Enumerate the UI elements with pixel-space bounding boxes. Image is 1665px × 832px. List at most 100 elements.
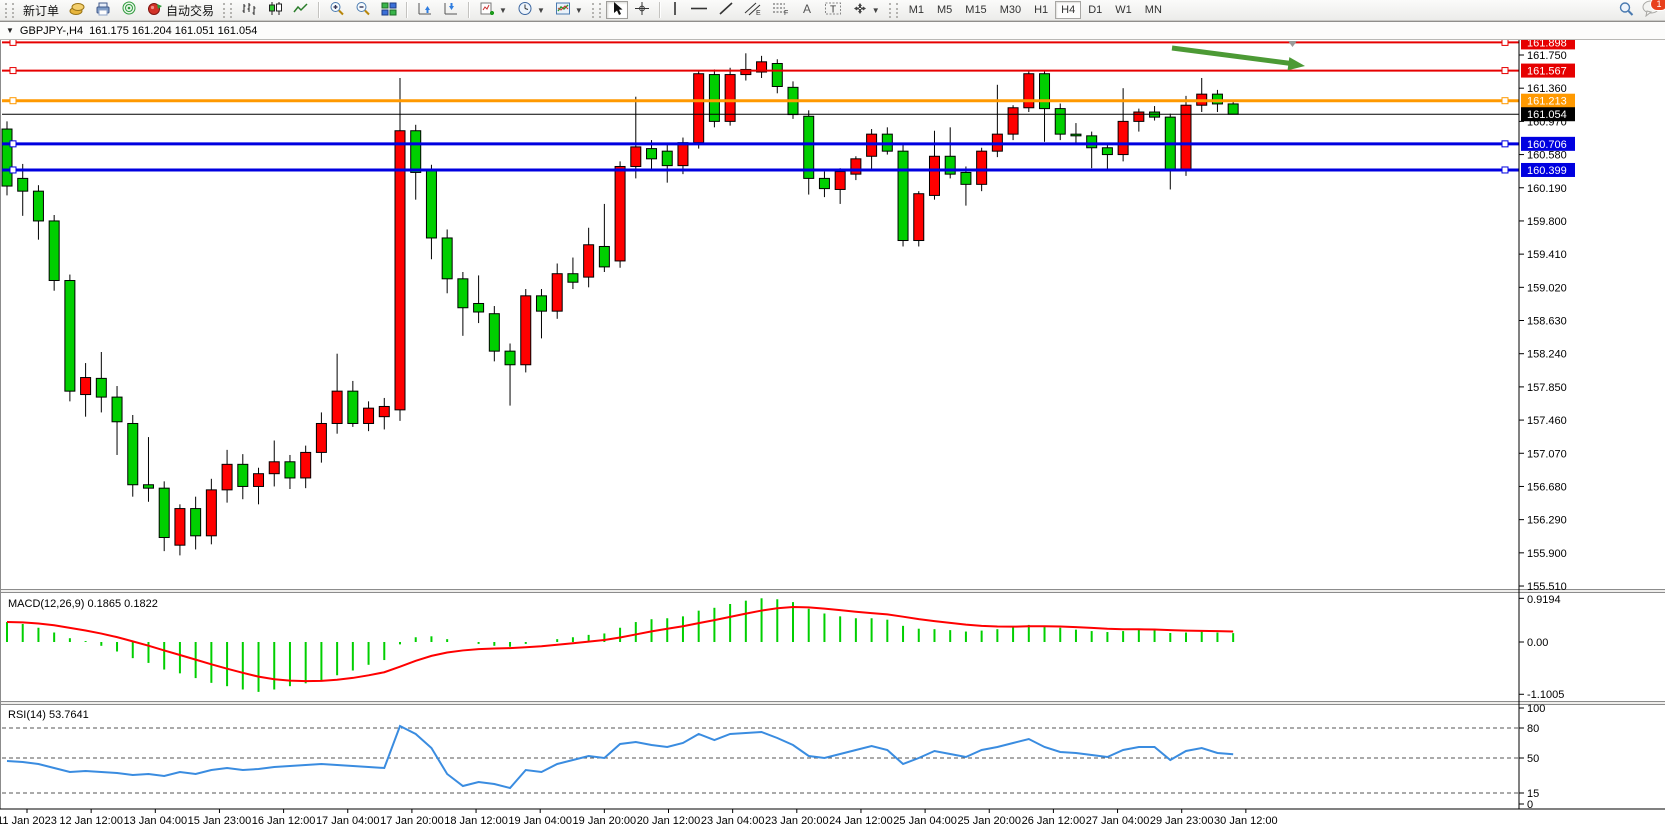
fibonacci-tool-button[interactable]: F — [768, 1, 794, 19]
candle-body[interactable] — [834, 171, 846, 190]
candle-body[interactable] — [394, 130, 406, 411]
timeframe-h1-button[interactable]: H1 — [1028, 1, 1054, 19]
chart-shift-button[interactable] — [439, 1, 463, 19]
line-handle[interactable] — [9, 97, 17, 105]
vertical-line-tool-button[interactable] — [666, 1, 684, 19]
arrows-tool-button[interactable]: ▼ — [848, 1, 884, 19]
candle-body[interactable] — [551, 273, 563, 312]
trend-arrow-annotation[interactable] — [1171, 45, 1305, 71]
candle-body[interactable] — [850, 158, 862, 175]
zoom-in-button[interactable] — [325, 1, 349, 19]
trendline-tool-button[interactable] — [714, 1, 738, 19]
candle-body[interactable] — [583, 244, 595, 278]
price-axis[interactable] — [1519, 40, 1575, 805]
line-handle[interactable] — [1501, 97, 1509, 105]
candle-body[interactable] — [488, 313, 500, 352]
candle-body[interactable] — [48, 220, 60, 282]
candle-body[interactable] — [425, 170, 437, 239]
bar-chart-button[interactable] — [237, 1, 261, 19]
candle-body[interactable] — [300, 451, 312, 479]
candle-body[interactable] — [1039, 73, 1051, 110]
candle-body[interactable] — [756, 61, 768, 73]
candle-body[interactable] — [535, 295, 547, 312]
horizontal-line-tool-button[interactable] — [686, 1, 712, 19]
candle-body[interactable] — [567, 273, 579, 283]
candle-body[interactable] — [630, 146, 642, 167]
search-button[interactable] — [1614, 1, 1639, 19]
candle-body[interactable] — [677, 142, 689, 167]
candle-body[interactable] — [1023, 73, 1035, 109]
candle-body[interactable] — [347, 390, 359, 424]
toolbar-grip[interactable] — [888, 2, 898, 18]
line-handle[interactable] — [1501, 166, 1509, 174]
timeframe-m5-button[interactable]: M5 — [931, 1, 958, 19]
text-tool-button[interactable]: A — [796, 1, 818, 19]
candle-body[interactable] — [17, 177, 29, 192]
timeframe-m15-button[interactable]: M15 — [959, 1, 992, 19]
timeframe-mn-button[interactable]: MN — [1139, 1, 1168, 19]
timeframe-m1-button[interactable]: M1 — [903, 1, 930, 19]
candle-body[interactable] — [253, 473, 265, 487]
candle-body[interactable] — [32, 190, 44, 222]
candle-body[interactable] — [960, 171, 972, 185]
candle-body[interactable] — [95, 377, 107, 398]
candle-body[interactable] — [284, 461, 296, 479]
candle-body[interactable] — [803, 115, 815, 179]
toolbar-grip[interactable] — [223, 2, 233, 18]
chart-shift-marker[interactable] — [1288, 41, 1297, 47]
toolbar-grip[interactable] — [591, 2, 601, 18]
candle-body[interactable] — [1133, 111, 1145, 122]
candle-body[interactable] — [315, 422, 327, 453]
candle-body[interactable] — [268, 461, 280, 475]
line-handle[interactable] — [1501, 40, 1509, 46]
line-handle[interactable] — [9, 67, 17, 75]
notifications-button[interactable]: 1 — [1641, 0, 1665, 22]
candle-body[interactable] — [661, 150, 673, 167]
line-handle[interactable] — [9, 40, 17, 46]
candle-body[interactable] — [190, 508, 202, 537]
time-axis[interactable] — [26, 809, 1247, 813]
candle-body[interactable] — [897, 150, 909, 242]
label-tool-button[interactable]: T — [820, 1, 846, 19]
line-handle[interactable] — [1501, 67, 1509, 75]
deposit-button[interactable] — [65, 1, 89, 19]
candle-body[interactable] — [976, 150, 988, 185]
toolbar-grip[interactable] — [5, 2, 14, 18]
candle-body[interactable] — [363, 407, 375, 424]
timeframe-w1-button[interactable]: W1 — [1109, 1, 1138, 19]
periods-button[interactable]: ▼ — [513, 1, 549, 19]
candle-body[interactable] — [724, 74, 736, 122]
candle-body[interactable] — [142, 484, 154, 489]
timeframe-m30-button[interactable]: M30 — [994, 1, 1027, 19]
candle-body[interactable] — [928, 155, 940, 196]
candle-body[interactable] — [174, 508, 186, 546]
candle-body[interactable] — [646, 148, 658, 160]
candle-body[interactable] — [944, 155, 956, 175]
candle-body[interactable] — [441, 237, 453, 280]
candle-body[interactable] — [221, 463, 233, 491]
candle-body[interactable] — [1227, 103, 1239, 115]
line-handle[interactable] — [9, 166, 17, 174]
candle-body[interactable] — [473, 302, 485, 313]
templates-button[interactable]: ▼ — [551, 1, 587, 19]
candle-body[interactable] — [111, 396, 123, 423]
new-chart-button[interactable]: ▼ — [475, 1, 511, 19]
timeframe-d1-button[interactable]: D1 — [1082, 1, 1108, 19]
zoom-out-button[interactable] — [351, 1, 375, 19]
candle-body[interactable] — [1, 128, 13, 187]
market-watch-button[interactable] — [91, 1, 115, 19]
candle-body[interactable] — [378, 405, 390, 418]
candle-body[interactable] — [598, 245, 610, 268]
candle-body[interactable] — [1180, 104, 1192, 172]
candle-body[interactable] — [520, 295, 532, 366]
signals-button[interactable] — [117, 1, 141, 19]
candlestick-chart-button[interactable] — [263, 1, 287, 19]
candle-body[interactable] — [331, 390, 343, 424]
auto-scroll-button[interactable] — [413, 1, 437, 19]
candle-body[interactable] — [80, 377, 92, 396]
candle-body[interactable] — [818, 177, 830, 190]
candle-body[interactable] — [205, 489, 217, 537]
candle-body[interactable] — [64, 280, 76, 392]
candle-body[interactable] — [693, 73, 705, 144]
timeframe-h4-button[interactable]: H4 — [1055, 1, 1082, 19]
